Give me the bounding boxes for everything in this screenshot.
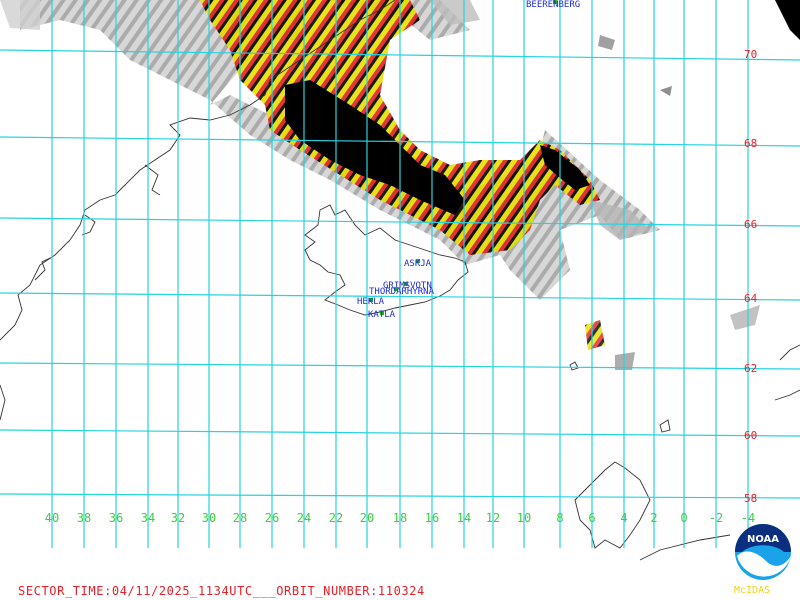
lat-label-64: 64 — [744, 292, 758, 305]
scandinavia-east — [639, 344, 800, 561]
lon-label-2: 2 — [650, 511, 657, 525]
plume-grey-north — [430, 0, 480, 25]
shetland — [659, 419, 671, 433]
lon-label-24: 24 — [297, 511, 311, 525]
volcano-label-hekla: HEKLA — [357, 297, 385, 307]
plume-speck-1 — [585, 320, 605, 350]
lon-label-32: 32 — [171, 511, 185, 525]
lat-label-66: 66 — [744, 218, 757, 231]
sector-time-footer: SECTOR_TIME:04/11/2025_1134UTC___ORBIT_N… — [18, 584, 425, 598]
lon-label-8: 8 — [556, 511, 563, 525]
plume-grey-east — [590, 200, 650, 240]
norway-coast — [574, 461, 651, 549]
volcano-marker-thordarhyrna — [394, 287, 398, 291]
mcidas-label: McIDAS — [734, 585, 771, 596]
lon-label-20: 20 — [360, 511, 374, 525]
volcano-label-grimsvotn: GRIMSVOTN — [383, 281, 432, 291]
plume-dark-core-3 — [775, 0, 800, 40]
volcano-marker-hekla — [369, 298, 373, 302]
lon-label-minus-2: -2 — [709, 511, 723, 525]
noaa-logo: NOAA — [735, 524, 791, 580]
volcano-markers: BEERENBERG ASKJA GRIMSVOTN THORDARHYRNA … — [357, 0, 580, 320]
faroe-islands — [569, 361, 579, 371]
lon-label-38: 38 — [77, 511, 91, 525]
plume-yellow-core — [200, 0, 600, 255]
volcano-marker-askja — [416, 259, 420, 263]
lon-label-16: 16 — [425, 511, 439, 525]
lon-label-26: 26 — [265, 511, 279, 525]
plume-dark-core-2 — [540, 145, 590, 190]
greenland-coast-inner — [0, 164, 161, 421]
iceland-coast — [304, 204, 469, 316]
lon-label-30: 30 — [202, 511, 216, 525]
volcano-label-thordarhyrna: THORDARHYRNA — [369, 287, 435, 297]
volcano-label-katla: KATLA — [368, 310, 396, 320]
lat-label-70: 70 — [744, 48, 757, 61]
plume-speck-3 — [730, 305, 760, 330]
lat-label-60: 60 — [744, 429, 757, 442]
volcano-marker-katla — [380, 311, 384, 315]
lat-label-58: 58 — [744, 492, 757, 505]
lon-label-28: 28 — [233, 511, 247, 525]
lon-label-4: 4 — [620, 511, 627, 525]
longitude-labels: 40 38 36 34 32 30 28 26 24 22 20 18 16 1… — [45, 511, 755, 525]
plume-grey-west — [0, 0, 40, 30]
plume-speck-5 — [598, 35, 615, 50]
lon-label-minus-4: -4 — [741, 511, 755, 525]
lat-label-62: 62 — [744, 362, 757, 375]
volcano-marker-beerenberg — [553, 0, 557, 4]
volcano-marker-grimsvotn — [404, 282, 408, 286]
noaa-logo-text: NOAA — [747, 534, 779, 545]
latitude-labels: 70 68 66 64 62 60 58 — [744, 48, 758, 505]
lon-label-12: 12 — [486, 511, 500, 525]
lon-label-6: 6 — [588, 511, 595, 525]
coastlines — [0, 0, 800, 561]
lon-label-10: 10 — [517, 511, 531, 525]
volcano-label-beerenberg: BEERENBERG — [526, 0, 580, 10]
ash-plume — [0, 0, 800, 370]
graticule — [0, 0, 800, 548]
plume-speck-2 — [615, 352, 635, 370]
lon-label-36: 36 — [109, 511, 123, 525]
lat-label-68: 68 — [744, 137, 757, 150]
lon-label-34: 34 — [141, 511, 155, 525]
plume-dark-core — [285, 80, 465, 215]
lon-label-40: 40 — [45, 511, 59, 525]
lon-label-18: 18 — [393, 511, 407, 525]
volcano-label-askja: ASKJA — [404, 259, 432, 269]
plume-speck-4 — [660, 86, 672, 96]
lon-label-0: 0 — [680, 511, 687, 525]
lon-label-14: 14 — [457, 511, 471, 525]
lon-label-22: 22 — [329, 511, 343, 525]
